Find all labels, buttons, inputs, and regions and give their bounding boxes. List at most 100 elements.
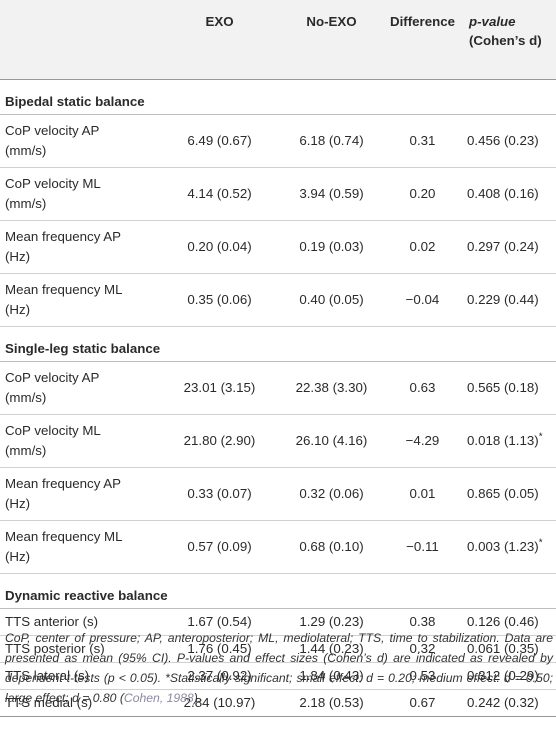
row-label: CoP velocity ML (mm/s) xyxy=(0,414,160,468)
header-p-line1: p-value xyxy=(469,14,516,29)
row-label: Mean frequency AP (Hz) xyxy=(0,467,160,521)
cell-p-value: 0.565 (0.18) xyxy=(461,361,556,415)
table-row: Mean frequency AP (Hz) 0.33 (0.07) 0.32 (0.… xyxy=(0,467,556,521)
p-value-text: 0.297 (0.24) xyxy=(467,239,539,254)
table-row: TTS lateral (s) 2.37 (0.92) 1.84 (0.43) 0.5… xyxy=(0,662,556,690)
cell-no-exo: 0.68 (0.10) xyxy=(279,520,384,574)
p-value-text: 0.865 (0.05) xyxy=(467,486,539,501)
p-value-text: 0.408 (0.16) xyxy=(467,186,539,201)
cell-difference: −0.04 xyxy=(384,273,461,327)
row-label-unit: (mm/s) xyxy=(5,443,47,458)
cell-exo: 21.80 (2.90) xyxy=(160,414,279,468)
footnote-tail: ). xyxy=(193,691,202,705)
row-label: TTS anterior (s) xyxy=(0,608,160,636)
cell-exo: 0.57 (0.09) xyxy=(160,520,279,574)
table-row: CoP velocity ML (mm/s) 21.80 (2.90) 26.10 (… xyxy=(0,414,556,468)
cell-p-value: 0.126 (0.46) xyxy=(461,608,556,636)
p-value-text: 0.242 (0.32) xyxy=(467,695,539,710)
header-difference: Difference xyxy=(384,0,461,80)
results-table: EXO No-EXO Difference p-value (Cohen’s d)… xyxy=(0,0,556,717)
cell-p-value: 0.408 (0.16) xyxy=(461,167,556,221)
table-row: Mean frequency AP (Hz) 0.20 (0.04) 0.19 (0.… xyxy=(0,220,556,274)
row-label-line1: TTS posterior (s) xyxy=(5,641,105,656)
cell-p-value: 0.312 (0.29) xyxy=(461,662,556,690)
header-no-exo: No-EXO xyxy=(279,0,384,80)
cell-exo: 4.14 (0.52) xyxy=(160,167,279,221)
p-value-text: 0.003 (1.23) xyxy=(467,539,539,554)
row-label-line1: CoP velocity AP xyxy=(5,123,100,138)
table-footnote: CoP, center of pressure; AP, anteroposte… xyxy=(5,628,553,708)
cell-difference: 0.31 xyxy=(384,114,461,168)
p-value-text: 0.018 (1.13) xyxy=(467,433,539,448)
row-label: Mean frequency AP (Hz) xyxy=(0,220,160,274)
cell-difference: −4.29 xyxy=(384,414,461,468)
cell-exo: 2.37 (0.92) xyxy=(160,662,279,690)
cell-exo: 2.84 (10.97) xyxy=(160,689,279,717)
cell-p-value: 0.297 (0.24) xyxy=(461,220,556,274)
cell-difference: 0.20 xyxy=(384,167,461,221)
row-label-line1: TTS medial (s) xyxy=(5,695,93,710)
cell-p-value: 0.018 (1.13)* xyxy=(461,414,556,468)
section-title: Single-leg static balance xyxy=(0,326,556,362)
p-value-text: 0.126 (0.46) xyxy=(467,614,539,629)
section-header-row: Single-leg static balance xyxy=(0,326,556,362)
row-label: TTS lateral (s) xyxy=(0,662,160,690)
cell-no-exo: 0.32 (0.06) xyxy=(279,467,384,521)
section-title: Bipedal static balance xyxy=(0,79,556,115)
cell-p-value: 0.003 (1.23)* xyxy=(461,520,556,574)
row-label-unit: (mm/s) xyxy=(5,196,47,211)
footnote-text: CoP, center of pressure; AP, anteroposte… xyxy=(5,631,553,705)
p-value-text: 0.456 (0.23) xyxy=(467,133,539,148)
row-label: TTS posterior (s) xyxy=(0,635,160,663)
row-label-line1: Mean frequency ML xyxy=(5,282,123,297)
row-label-line1: Mean frequency ML xyxy=(5,529,123,544)
row-label-line1: TTS anterior (s) xyxy=(5,614,99,629)
row-label: CoP velocity AP (mm/s) xyxy=(0,361,160,415)
row-label-line1: CoP velocity AP xyxy=(5,370,100,385)
cell-difference: 0.01 xyxy=(384,467,461,521)
row-label-unit: (mm/s) xyxy=(5,143,47,158)
cell-difference: 0.32 xyxy=(384,635,461,663)
table-row: TTS medial (s) 2.84 (10.97) 2.18 (0.53) 0.6… xyxy=(0,689,556,717)
cell-difference: 0.63 xyxy=(384,361,461,415)
cell-difference: 0.67 xyxy=(384,689,461,717)
cell-no-exo: 26.10 (4.16) xyxy=(279,414,384,468)
p-value-text: 0.312 (0.29) xyxy=(467,668,539,683)
row-label-unit: (mm/s) xyxy=(5,390,47,405)
row-label: TTS medial (s) xyxy=(0,689,160,717)
cell-no-exo: 3.94 (0.59) xyxy=(279,167,384,221)
cell-no-exo: 0.19 (0.03) xyxy=(279,220,384,274)
cell-no-exo: 1.44 (0.23) xyxy=(279,635,384,663)
cell-exo: 6.49 (0.67) xyxy=(160,114,279,168)
row-label-line1: CoP velocity ML xyxy=(5,423,101,438)
row-label-line1: TTS lateral (s) xyxy=(5,668,90,683)
cell-exo: 1.67 (0.54) xyxy=(160,608,279,636)
section-header-row: Dynamic reactive balance xyxy=(0,573,556,609)
cell-exo: 0.33 (0.07) xyxy=(160,467,279,521)
row-label-line1: CoP velocity ML xyxy=(5,176,101,191)
row-label-unit: (Hz) xyxy=(5,302,31,317)
p-value-text: 0.061 (0.35) xyxy=(467,641,539,656)
table-row: Mean frequency ML (Hz) 0.57 (0.09) 0.68 (0.… xyxy=(0,520,556,574)
footnote-citation[interactable]: Cohen, 1988 xyxy=(123,691,194,705)
significance-marker: * xyxy=(538,431,543,443)
section-title: Dynamic reactive balance xyxy=(0,573,556,609)
row-label: Mean frequency ML (Hz) xyxy=(0,273,160,327)
cell-no-exo: 0.40 (0.05) xyxy=(279,273,384,327)
cell-difference: 0.38 xyxy=(384,608,461,636)
table-row: Mean frequency ML (Hz) 0.35 (0.06) 0.40 (0.… xyxy=(0,273,556,327)
header-exo: EXO xyxy=(160,0,279,80)
row-label-unit: (Hz) xyxy=(5,549,31,564)
cell-no-exo: 2.18 (0.53) xyxy=(279,689,384,717)
cell-difference: 0.02 xyxy=(384,220,461,274)
row-label-line1: Mean frequency AP xyxy=(5,229,122,244)
table-row: TTS anterior (s) 1.67 (0.54) 1.29 (0.23) 0.… xyxy=(0,608,556,636)
table-row: TTS posterior (s) 1.76 (0.45) 1.44 (0.23) 0… xyxy=(0,635,556,663)
row-label: CoP velocity ML (mm/s) xyxy=(0,167,160,221)
header-p-line2: (Cohen’s d) xyxy=(469,33,542,48)
header-label-col xyxy=(0,0,160,80)
table-body: Bipedal static balance CoP velocity AP (mm… xyxy=(0,79,556,717)
header-p-value: p-value (Cohen’s d) xyxy=(461,0,556,80)
row-label-line1: Mean frequency AP xyxy=(5,476,122,491)
